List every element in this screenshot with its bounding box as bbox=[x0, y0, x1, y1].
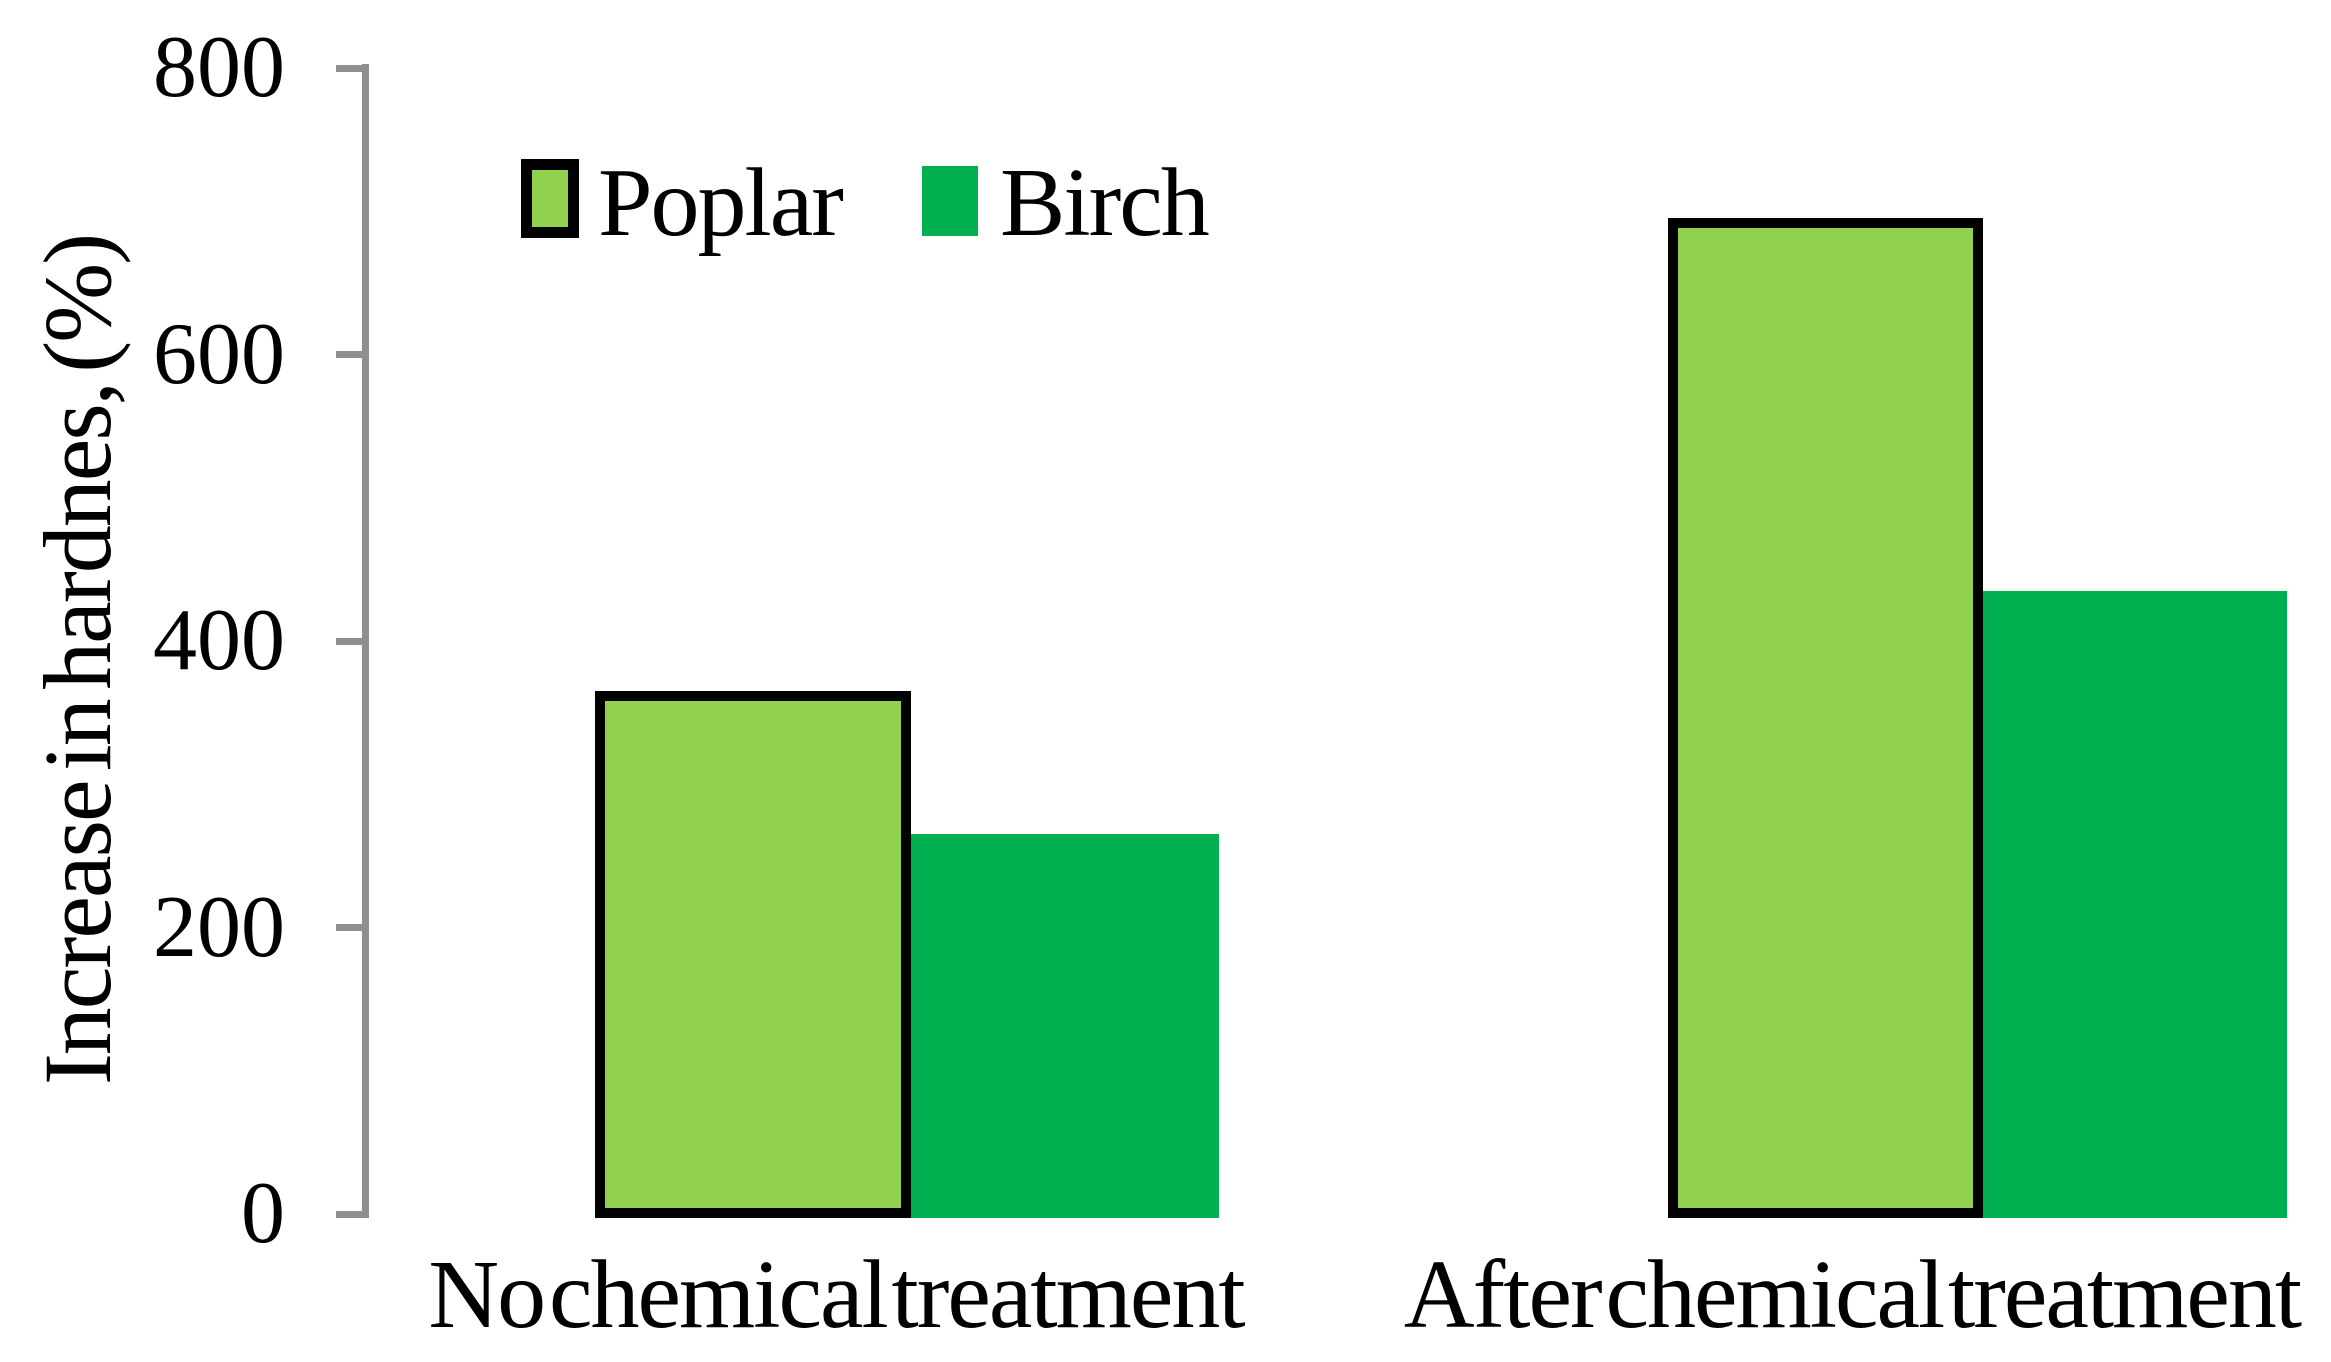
legend-swatch-birch bbox=[922, 166, 978, 236]
bar-poplar-category-1 bbox=[595, 691, 911, 1218]
bar-birch-category-2 bbox=[1983, 591, 2287, 1218]
y-tick-mark bbox=[336, 351, 362, 358]
y-tick-mark bbox=[336, 924, 362, 931]
y-tick-mark bbox=[336, 638, 362, 645]
y-axis-line bbox=[362, 64, 369, 1218]
legend-swatch-poplar bbox=[521, 159, 579, 238]
y-tick-label: 600 bbox=[153, 306, 285, 403]
y-tick-label: 200 bbox=[153, 879, 285, 976]
x-category-label: After chemical treatment bbox=[1403, 1241, 2302, 1349]
y-tick-label: 0 bbox=[241, 1165, 285, 1262]
x-category-label: No chemical treatment bbox=[428, 1241, 1245, 1349]
y-tick-mark bbox=[336, 1211, 362, 1218]
bar-poplar-category-2 bbox=[1668, 218, 1983, 1218]
y-tick-mark bbox=[336, 65, 362, 72]
legend-label-poplar: Poplar bbox=[598, 149, 844, 257]
legend-label-birch: Birch bbox=[1000, 149, 1210, 257]
y-tick-label: 400 bbox=[153, 592, 285, 689]
bar-birch-category-1 bbox=[911, 834, 1219, 1218]
y-tick-label: 800 bbox=[153, 19, 285, 116]
